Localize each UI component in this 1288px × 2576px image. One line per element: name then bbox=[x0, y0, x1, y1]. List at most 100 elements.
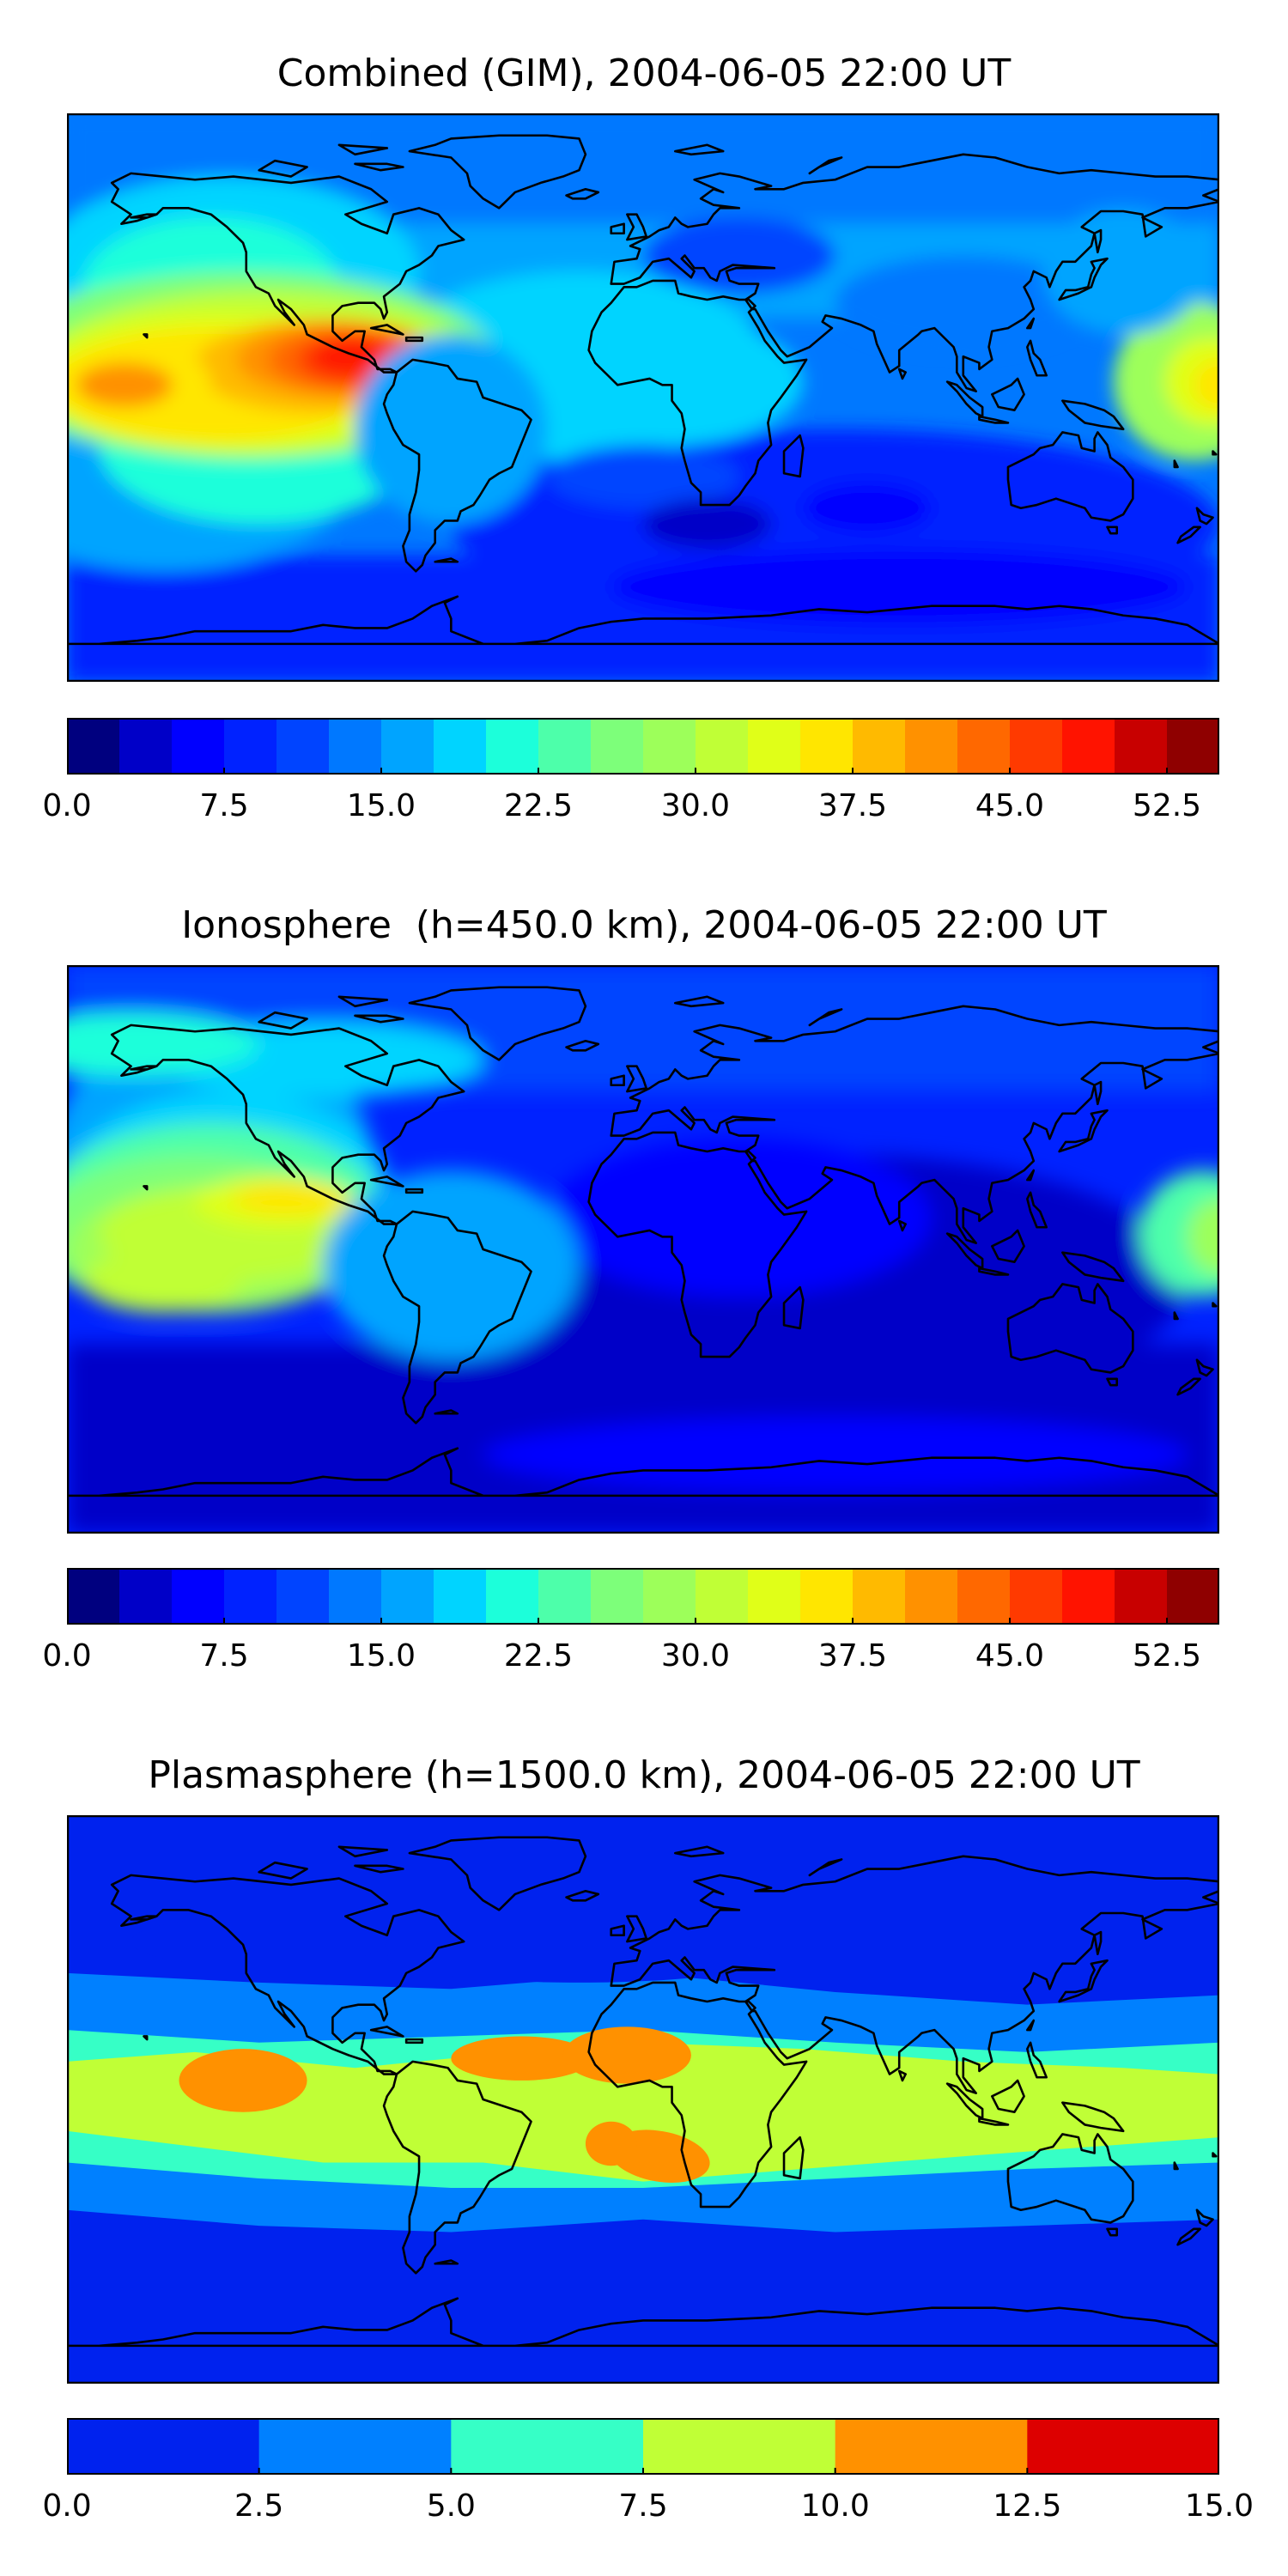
coastline bbox=[404, 2038, 424, 2044]
colorbar-swatch bbox=[696, 718, 749, 775]
colorbar bbox=[67, 2418, 1219, 2475]
coastline bbox=[337, 1845, 389, 1858]
tec-contour bbox=[803, 483, 932, 534]
coastline bbox=[1006, 1283, 1134, 1374]
colorbar-swatch bbox=[224, 718, 277, 775]
coastline bbox=[565, 1889, 600, 1902]
colorbar-ticks: 0.0 7.5 15.0 22.5 30.0 37.5 45.0 52.5 bbox=[42, 1633, 1219, 1676]
coastline bbox=[1195, 2208, 1214, 2227]
colorbar-tick-label: 30.0 bbox=[660, 1638, 731, 1674]
colorbar-tick-label: 30.0 bbox=[660, 788, 731, 823]
coastline bbox=[258, 159, 308, 178]
coastline bbox=[130, 1915, 158, 1921]
colorbar-swatch bbox=[905, 718, 958, 775]
coastline bbox=[587, 279, 808, 507]
coastline bbox=[1058, 257, 1109, 301]
colorbar-swatch bbox=[643, 718, 696, 775]
coastlines bbox=[67, 134, 1219, 646]
colorbar-swatch bbox=[643, 1568, 696, 1625]
coastline bbox=[626, 1915, 648, 1943]
colorbar-tick-label: 5.0 bbox=[426, 2488, 476, 2524]
coastline bbox=[408, 134, 587, 210]
colorbar-tick-label: 22.5 bbox=[503, 788, 574, 823]
coastline bbox=[626, 1065, 648, 1093]
coastline bbox=[673, 995, 725, 1008]
colorbar-swatch bbox=[1027, 2418, 1219, 2475]
tec-contour bbox=[547, 1139, 932, 1297]
coastline bbox=[897, 1219, 907, 1232]
colorbar-swatch bbox=[538, 718, 592, 775]
coastline bbox=[1212, 450, 1218, 456]
colorbar-tick-label: 10.0 bbox=[800, 2488, 870, 2524]
coastline bbox=[1026, 2041, 1048, 2079]
colorbar-swatch bbox=[957, 718, 1011, 775]
tec-contour bbox=[233, 1182, 349, 1215]
coastline bbox=[143, 1185, 149, 1191]
colorbar-tick-label: 52.5 bbox=[1132, 1638, 1202, 1674]
colorbar-swatch bbox=[276, 718, 330, 775]
coastline bbox=[1026, 2019, 1036, 2032]
colorbar-swatch bbox=[748, 1568, 801, 1625]
map-frame bbox=[67, 965, 1219, 1534]
tec-contour bbox=[82, 1249, 244, 1313]
colorbar-swatch bbox=[800, 718, 854, 775]
colorbar-tick-label: 37.5 bbox=[817, 788, 888, 823]
coastline bbox=[978, 415, 1010, 424]
colorbar-tick-label: 22.5 bbox=[503, 1638, 574, 1674]
colorbar-tick-label: 37.5 bbox=[817, 1638, 888, 1674]
coastline bbox=[67, 1447, 1219, 1498]
colorbar-ticks: 0.0 2.5 5.0 7.5 10.0 12.5 15.0 bbox=[42, 2483, 1254, 2526]
colorbar-swatch bbox=[67, 2418, 260, 2475]
tec-contour bbox=[611, 549, 1188, 625]
colorbar-swatch bbox=[800, 1568, 854, 1625]
panel-title: Ionosphere (h=450.0 km), 2004-06-05 22:0… bbox=[181, 903, 1107, 947]
tec-contour bbox=[313, 340, 385, 373]
tec-contour bbox=[1042, 208, 1204, 335]
colorbar-ticks: 0.0 7.5 15.0 22.5 30.0 37.5 45.0 52.5 bbox=[42, 783, 1219, 826]
panel-title: Combined (GIM), 2004-06-05 22:00 UT bbox=[276, 52, 1012, 95]
coastline bbox=[67, 595, 1219, 646]
coastline bbox=[587, 1131, 808, 1358]
coastline bbox=[434, 2259, 459, 2265]
colorbar-tick-label: 7.5 bbox=[618, 2488, 668, 2524]
tec-contour bbox=[483, 1416, 1188, 1493]
coastline bbox=[110, 172, 465, 374]
colorbar-swatch bbox=[835, 2418, 1028, 2475]
coastline bbox=[1061, 1251, 1125, 1283]
colorbar-swatch bbox=[591, 1568, 644, 1625]
tec-map bbox=[67, 1815, 1219, 2384]
panel-combined: Combined (GIM), 2004-06-05 22:00 UT 0.0 7… bbox=[0, 0, 1288, 859]
colorbar-swatch bbox=[853, 1568, 906, 1625]
coastlines bbox=[67, 986, 1219, 1498]
coastline bbox=[991, 2079, 1025, 2114]
coastline bbox=[1026, 1191, 1048, 1229]
coastline bbox=[808, 1858, 843, 1877]
map-frame bbox=[67, 113, 1219, 682]
colorbar-swatch bbox=[643, 2418, 836, 2475]
coastline bbox=[565, 187, 600, 200]
colorbar-tick-label: 15.0 bbox=[1184, 2488, 1255, 2524]
coastline bbox=[897, 2069, 907, 2082]
tec-contour bbox=[547, 319, 804, 446]
colorbar-tick-label: 7.5 bbox=[199, 1638, 249, 1674]
colorbar-swatch bbox=[748, 718, 801, 775]
colorbar-tick-label: 45.0 bbox=[975, 788, 1045, 823]
coastline bbox=[782, 2136, 805, 2180]
map-frame bbox=[67, 1815, 1219, 2384]
coastline bbox=[143, 333, 149, 339]
coastline bbox=[610, 1855, 1219, 2094]
coastline bbox=[408, 1836, 587, 1911]
colorbar-swatch bbox=[172, 718, 225, 775]
coastline bbox=[1195, 1358, 1214, 1377]
colorbar-swatch bbox=[119, 718, 173, 775]
colorbar bbox=[67, 1568, 1219, 1625]
colorbar-swatch bbox=[381, 1568, 434, 1625]
coastline bbox=[1093, 1930, 1103, 1956]
coastline bbox=[1026, 317, 1036, 330]
colorbar-swatch bbox=[67, 718, 120, 775]
tec-contour bbox=[67, 1012, 259, 1076]
panel-title: Plasmasphere (h=1500.0 km), 2004-06-05 2… bbox=[148, 1753, 1140, 1797]
colorbar-swatch bbox=[1115, 1568, 1168, 1625]
coastline bbox=[610, 1005, 1219, 1244]
